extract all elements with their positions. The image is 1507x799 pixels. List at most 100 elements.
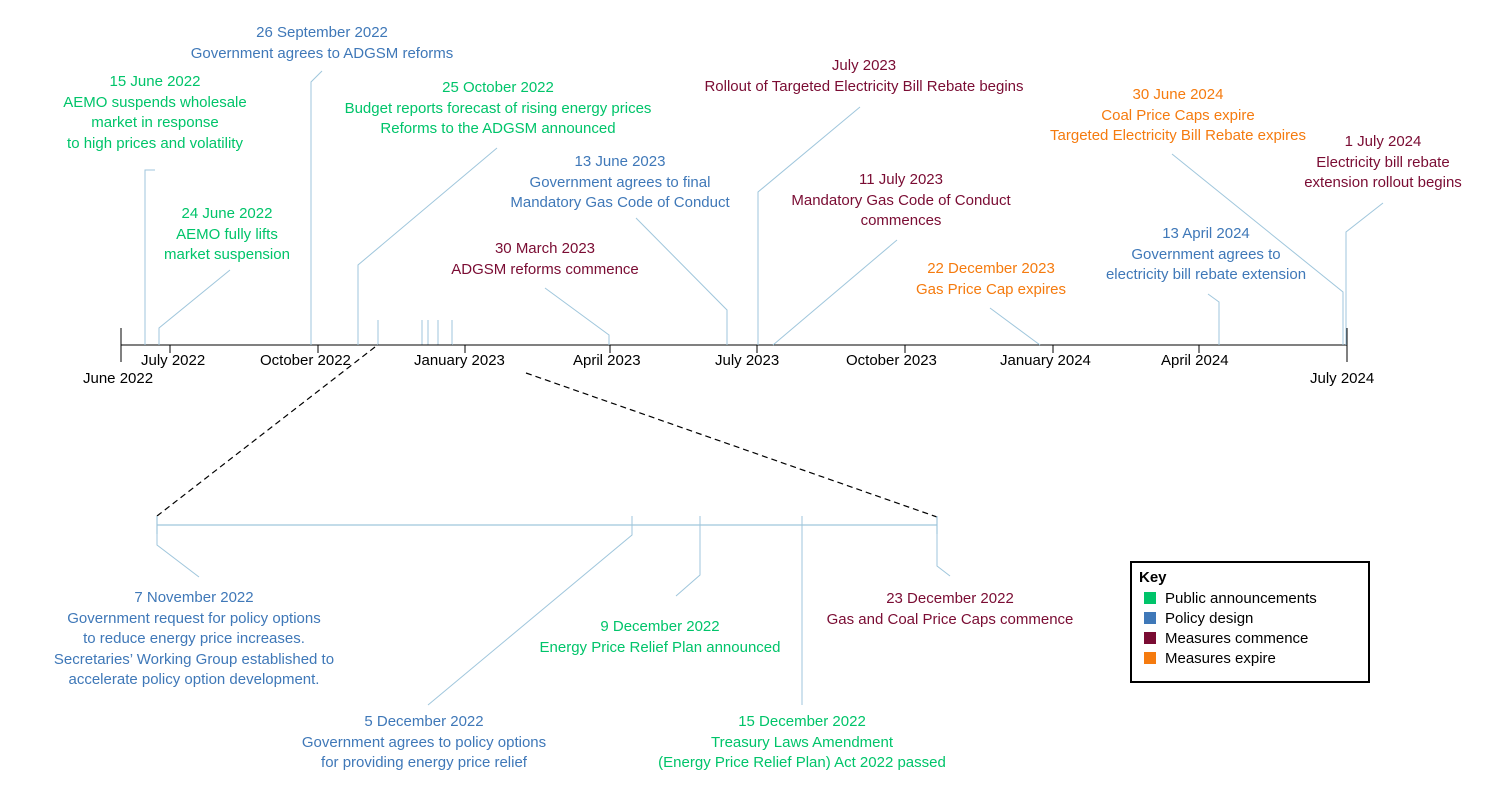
legend-item-public: Public announcements bbox=[1144, 590, 1317, 607]
event-date: 13 April 2024 bbox=[1162, 225, 1250, 242]
axis-label-july-2023: July 2023 bbox=[715, 352, 780, 369]
connector-25-october-2022 bbox=[357, 147, 498, 345]
legend-title: Key bbox=[1139, 569, 1167, 586]
legend-swatch bbox=[1144, 612, 1156, 624]
zoom-event-5-december-2022: 5 December 2022 Government agrees to pol… bbox=[302, 712, 546, 774]
event-text: Reforms to the ADGSM announced bbox=[380, 120, 616, 137]
connector-1-july-2024 bbox=[1345, 202, 1384, 345]
event-text: to high prices and volatility bbox=[67, 134, 243, 152]
connector-7-november-2022 bbox=[156, 525, 200, 578]
event-text: accelerate policy option development. bbox=[68, 671, 320, 688]
axis-label-january-2023: January 2023 bbox=[414, 352, 505, 369]
legend-label: Measures expire bbox=[1165, 650, 1276, 667]
event-date: 30 March 2023 bbox=[494, 240, 596, 257]
event-24-june-2022: 24 June 2022 AEMO fully lifts market sus… bbox=[164, 204, 290, 266]
connector-22-december-2023 bbox=[989, 307, 1041, 346]
event-text: Government agrees to ADGSM reforms bbox=[190, 44, 454, 62]
event-text: Secretaries’ Working Group established t… bbox=[53, 650, 335, 668]
event-30-june-2024: 30 June 2024 Coal Price Caps expire Targ… bbox=[1050, 85, 1306, 147]
connector-30-june-2024 bbox=[1171, 153, 1344, 345]
event-text: Government agrees to policy options bbox=[301, 733, 547, 751]
event-1-july-2024: 1 July 2024 Electricity bill rebate exte… bbox=[1304, 132, 1462, 194]
event-text: Treasury Laws Amendment bbox=[710, 733, 894, 751]
connector-30-march-2023 bbox=[544, 287, 610, 345]
axis-label-june-2022: June 2022 bbox=[83, 370, 154, 387]
connector-15-june-2022 bbox=[144, 169, 155, 345]
legend-item-policy: Policy design bbox=[1144, 610, 1253, 627]
event-date: 15 December 2022 bbox=[738, 713, 866, 730]
connector-5-december-2022 bbox=[427, 516, 633, 706]
connector-26-september-2022 bbox=[310, 70, 323, 345]
event-text: extension rollout begins bbox=[1304, 174, 1462, 191]
zoom-event-23-december-2022: 23 December 2022 Gas and Coal Price Caps… bbox=[827, 589, 1074, 630]
connector-23-december-2022 bbox=[936, 534, 951, 577]
event-26-september-2022: 26 September 2022 Government agrees to A… bbox=[191, 23, 454, 64]
connector-24-june-2022 bbox=[158, 269, 231, 345]
event-15-june-2022: 15 June 2022 AEMO suspends wholesale mar… bbox=[63, 72, 246, 154]
zoom-dashed-left bbox=[156, 346, 376, 517]
axis-label-april-2024: April 2024 bbox=[1161, 352, 1229, 369]
legend-swatch bbox=[1144, 592, 1156, 604]
event-text: Government agrees to bbox=[1131, 245, 1281, 263]
event-date: 24 June 2022 bbox=[181, 205, 273, 222]
event-text: Targeted Electricity Bill Rebate expires bbox=[1050, 127, 1306, 144]
legend-item-commence: Measures commence bbox=[1144, 630, 1308, 647]
event-11-july-2023: 11 July 2023 Mandatory Gas Code of Condu… bbox=[791, 170, 1010, 232]
axis-label-july-2024: July 2024 bbox=[1310, 370, 1375, 387]
event-22-december-2023: 22 December 2023 Gas Price Cap expires bbox=[916, 259, 1066, 300]
event-text: Energy Price Relief Plan announced bbox=[539, 638, 781, 656]
event-date: 13 June 2023 bbox=[574, 153, 666, 170]
event-text: Mandatory Gas Code of Conduct bbox=[791, 191, 1011, 209]
axis-label-october-2022: October 2022 bbox=[260, 352, 351, 369]
event-date: 23 December 2022 bbox=[886, 590, 1014, 607]
zoom-event-7-november-2022: 7 November 2022 Government request for p… bbox=[54, 588, 334, 691]
zoom-event-15-december-2022: 15 December 2022 Treasury Laws Amendment… bbox=[658, 712, 946, 774]
event-text: AEMO suspends wholesale bbox=[63, 93, 247, 111]
legend-item-expire: Measures expire bbox=[1144, 650, 1276, 667]
event-text: Rollout of Targeted Electricity Bill Reb… bbox=[704, 77, 1024, 95]
event-date: 15 June 2022 bbox=[109, 73, 201, 90]
event-text: market suspension bbox=[164, 246, 290, 263]
connector-13-june-2023 bbox=[635, 217, 728, 345]
event-date: 5 December 2022 bbox=[364, 713, 484, 730]
legend-label: Policy design bbox=[1165, 610, 1254, 627]
event-text: commences bbox=[860, 212, 942, 229]
event-text: (Energy Price Relief Plan) Act 2022 pass… bbox=[658, 754, 946, 771]
connector-9-december-2022 bbox=[675, 516, 701, 597]
zoom-event-9-december-2022: 9 December 2022 Energy Price Relief Plan… bbox=[540, 617, 781, 658]
event-text: Government agrees to final bbox=[529, 173, 711, 191]
legend-key: Key Public announcements Policy design M… bbox=[1130, 561, 1370, 683]
event-text: AEMO fully lifts bbox=[176, 225, 278, 243]
connector-13-april-2024 bbox=[1207, 293, 1220, 345]
axis-label-july-2022: July 2022 bbox=[141, 352, 206, 369]
event-text: to reduce energy price increases. bbox=[83, 630, 305, 647]
event-july-2023: July 2023 Rollout of Targeted Electricit… bbox=[704, 56, 1023, 97]
axis-label-january-2024: January 2024 bbox=[1000, 352, 1091, 369]
event-text: for providing energy price relief bbox=[321, 754, 527, 771]
legend-swatch bbox=[1144, 632, 1156, 644]
event-date: 7 November 2022 bbox=[134, 589, 254, 606]
axis-label-april-2023: April 2023 bbox=[573, 352, 641, 369]
event-text: Gas and Coal Price Caps commence bbox=[826, 610, 1074, 628]
event-text: Electricity bill rebate bbox=[1316, 153, 1450, 171]
event-date: July 2023 bbox=[831, 57, 897, 74]
event-date: 1 July 2024 bbox=[1344, 133, 1422, 150]
event-date: 26 September 2022 bbox=[256, 24, 388, 41]
event-date: 25 October 2022 bbox=[442, 79, 554, 96]
legend-label: Measures commence bbox=[1165, 630, 1309, 647]
event-text: Gas Price Cap expires bbox=[915, 280, 1067, 298]
event-date: 11 July 2023 bbox=[859, 171, 943, 188]
connector-july-2023 bbox=[757, 106, 861, 345]
axis-label-october-2023: October 2023 bbox=[846, 352, 937, 369]
event-text: Budget reports forecast of rising energy… bbox=[344, 99, 652, 117]
event-date: 22 December 2023 bbox=[927, 260, 1055, 277]
event-30-march-2023: 30 March 2023 ADGSM reforms commence bbox=[451, 239, 639, 280]
legend-swatch bbox=[1144, 652, 1156, 664]
event-13-june-2023: 13 June 2023 Government agrees to final … bbox=[510, 152, 729, 214]
zoom-dashed-right bbox=[525, 372, 938, 518]
event-text: Government request for policy options bbox=[67, 609, 321, 627]
connector-11-july-2023 bbox=[772, 239, 898, 346]
event-text: Coal Price Caps expire bbox=[1101, 106, 1255, 124]
